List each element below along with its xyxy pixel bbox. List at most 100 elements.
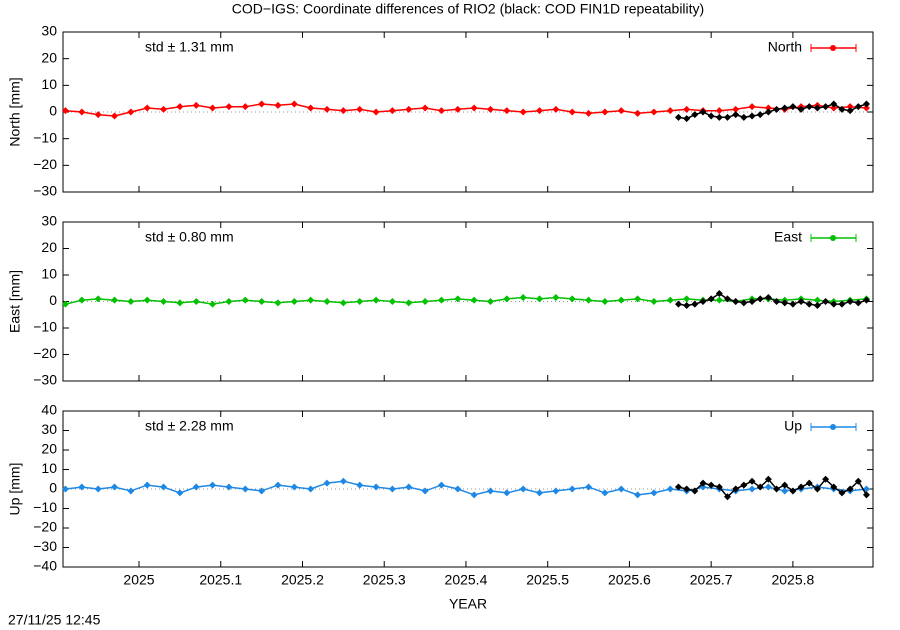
y-tick-label: 20 — [41, 441, 57, 457]
data-point — [666, 485, 674, 493]
panel: −30 −20 −10 0 10 20 30 North [mm] std ± 1.31 mm N… — [7, 23, 874, 199]
data-point — [568, 108, 576, 116]
data-point — [805, 479, 813, 487]
data-point — [715, 483, 723, 491]
data-point — [110, 112, 118, 120]
data-point — [650, 298, 658, 305]
data-point — [454, 295, 462, 303]
data-point — [773, 485, 781, 493]
legend-label: Up — [784, 418, 802, 434]
data-point — [585, 296, 593, 304]
data-point — [683, 115, 691, 123]
data-point — [715, 290, 723, 298]
data-point — [715, 296, 723, 304]
data-point — [740, 481, 748, 489]
data-point — [862, 491, 870, 499]
y-tick-label: −20 — [33, 156, 57, 172]
data-point — [486, 487, 494, 495]
data-point — [715, 113, 723, 121]
data-point — [854, 103, 862, 111]
data-point — [797, 105, 805, 113]
data-point — [585, 483, 593, 491]
data-point — [454, 105, 462, 113]
data-point — [372, 108, 380, 116]
data-point — [192, 483, 200, 491]
data-point — [552, 294, 560, 302]
y-tick-label: 40 — [41, 402, 57, 418]
y-tick-label: 10 — [41, 76, 57, 92]
legend-marker — [830, 424, 836, 430]
data-point — [486, 298, 494, 305]
data-point — [274, 299, 282, 307]
data-point — [724, 493, 732, 501]
legend-label: North — [768, 39, 802, 55]
data-point — [192, 101, 200, 109]
data-point — [225, 103, 233, 111]
data-point — [78, 108, 86, 116]
y-tick-label: −20 — [33, 345, 57, 361]
data-point — [94, 485, 102, 493]
data-point — [78, 296, 86, 304]
data-point — [78, 483, 86, 491]
data-point — [290, 298, 298, 305]
data-point — [846, 103, 854, 111]
data-point — [356, 481, 364, 489]
chart-title: COD−IGS: Coordinate differences of RIO2 … — [232, 1, 704, 17]
data-point — [405, 105, 413, 113]
std-annotation: std ± 2.28 mm — [145, 418, 234, 434]
data-point — [552, 487, 560, 495]
data-point — [813, 485, 821, 493]
data-point — [225, 483, 233, 491]
data-point — [666, 107, 674, 115]
y-tick-label: 0 — [49, 292, 57, 308]
legend-label: East — [774, 229, 802, 245]
y-tick-label: −30 — [33, 538, 57, 554]
x-tick-label: 2025.3 — [363, 572, 406, 588]
data-point — [110, 296, 118, 304]
data-point — [781, 487, 789, 495]
data-point — [756, 295, 764, 303]
data-point — [724, 295, 732, 303]
data-point — [740, 299, 748, 307]
data-point — [822, 298, 830, 305]
data-point — [707, 481, 715, 489]
data-point — [862, 104, 870, 112]
data-point — [674, 300, 682, 308]
data-point — [503, 295, 511, 303]
data-point — [699, 108, 707, 116]
y-tick-label: 0 — [49, 480, 57, 496]
y-tick-label: 10 — [41, 266, 57, 282]
data-point — [421, 104, 429, 112]
data-point — [421, 487, 429, 495]
data-point — [568, 295, 576, 303]
data-point — [830, 483, 838, 491]
data-point — [634, 109, 642, 117]
data-point — [666, 296, 674, 304]
std-annotation: std ± 1.31 mm — [145, 39, 234, 55]
data-point — [862, 100, 870, 108]
data-point — [470, 296, 478, 304]
data-point — [740, 113, 748, 121]
data-point — [797, 483, 805, 491]
data-point — [707, 295, 715, 303]
data-point — [110, 483, 118, 491]
data-point — [388, 107, 396, 115]
data-point — [290, 100, 298, 108]
data-point — [846, 485, 854, 493]
data-point — [756, 111, 764, 119]
data-point — [568, 485, 576, 493]
data-point — [601, 298, 609, 305]
data-point — [732, 485, 740, 493]
data-point — [838, 489, 846, 497]
data-point — [691, 111, 699, 119]
data-point — [854, 477, 862, 485]
data-point — [307, 104, 315, 112]
y-tick-label: −10 — [33, 319, 57, 335]
x-tick-label: 2025.1 — [199, 572, 242, 588]
data-point — [503, 107, 511, 115]
data-point — [773, 105, 781, 113]
data-point — [781, 104, 789, 112]
data-point — [838, 105, 846, 113]
data-point — [748, 112, 756, 120]
